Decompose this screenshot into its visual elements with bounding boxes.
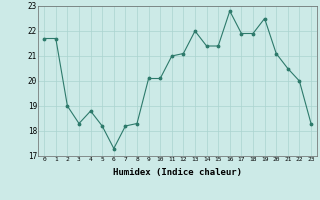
X-axis label: Humidex (Indice chaleur): Humidex (Indice chaleur): [113, 168, 242, 177]
